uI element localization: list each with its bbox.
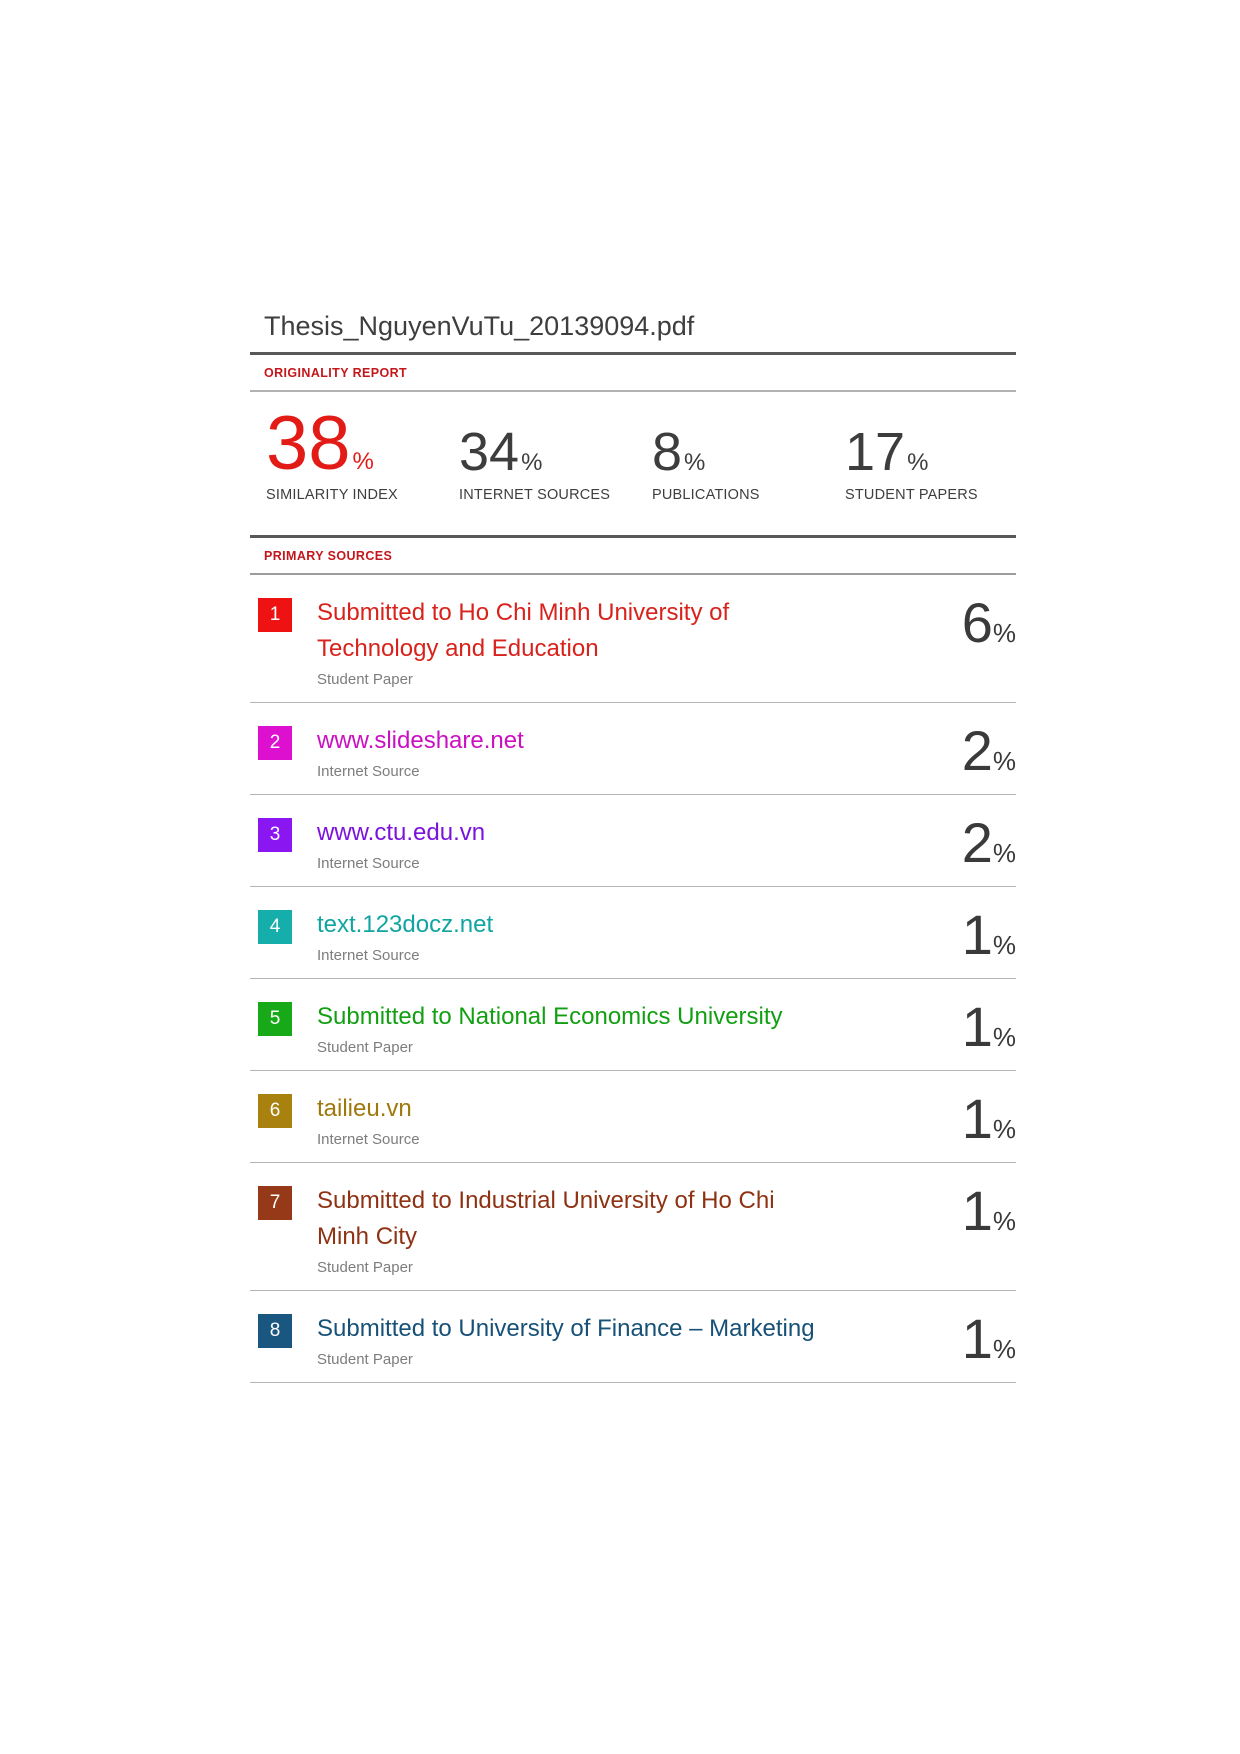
source-percent: 2% xyxy=(962,723,1016,779)
source-index: 8 xyxy=(269,1320,281,1342)
source-index: 4 xyxy=(269,916,281,938)
source-percent-value: 1 xyxy=(961,995,993,1059)
source-index-badge: 5 xyxy=(258,1002,292,1037)
source-title-link[interactable]: tailieu.vn xyxy=(317,1095,412,1123)
source-percent-value: 2 xyxy=(961,811,993,875)
source-type-label: Student Paper xyxy=(317,1351,413,1369)
source-index: 1 xyxy=(269,604,281,626)
source-index-badge: 6 xyxy=(258,1094,292,1129)
source-row: 8 Submitted to University of Finance – M… xyxy=(250,1291,1016,1384)
source-type-label: Internet Source xyxy=(317,947,420,965)
source-type-label: Internet Source xyxy=(317,1131,420,1149)
source-percent-value: 1 xyxy=(961,1307,993,1371)
stat-internet-sources: 34% INTERNET SOURCES xyxy=(459,425,652,504)
source-percent: 1% xyxy=(962,907,1016,963)
source-index: 2 xyxy=(269,732,281,754)
source-title-link[interactable]: text.123docz.net xyxy=(317,911,494,939)
source-index-badge: 1 xyxy=(258,598,292,633)
document-title: Thesis_NguyenVuTu_20139094.pdf xyxy=(264,311,695,341)
source-percent: 2% xyxy=(962,815,1016,871)
percent-sign: % xyxy=(992,838,1016,869)
source-percent-value: 1 xyxy=(961,1179,993,1243)
percent-sign: % xyxy=(992,1206,1016,1237)
document-title-bar: Thesis_NguyenVuTu_20139094.pdf xyxy=(250,311,1016,355)
source-index-badge: 4 xyxy=(258,910,292,945)
source-percent-value: 1 xyxy=(961,903,993,967)
source-index: 6 xyxy=(269,1100,281,1122)
source-percent: 6% xyxy=(962,595,1016,651)
source-index-badge: 3 xyxy=(258,818,292,853)
percent-sign: % xyxy=(684,449,706,477)
source-type-label: Student Paper xyxy=(317,1259,413,1277)
percent-sign: % xyxy=(907,449,929,477)
report-content: Thesis_NguyenVuTu_20139094.pdf ORIGINALI… xyxy=(250,311,1016,1384)
internet-sources-value: 34 xyxy=(459,422,520,483)
percent-sign: % xyxy=(521,449,543,477)
source-title-link[interactable]: www.ctu.edu.vn xyxy=(317,819,486,847)
percent-sign: % xyxy=(992,618,1016,649)
primary-sources-label: PRIMARY SOURCES xyxy=(264,549,393,564)
similarity-index-value: 38 xyxy=(266,400,351,486)
source-percent-value: 2 xyxy=(961,719,993,783)
originality-stats: 38% SIMILARITY INDEX 34% INTERNET SOURCE… xyxy=(250,392,1016,508)
primary-sources-section-bar: PRIMARY SOURCES xyxy=(250,535,1016,576)
internet-sources-label: INTERNET SOURCES xyxy=(459,487,611,504)
percent-sign: % xyxy=(992,1334,1016,1365)
source-title-link[interactable]: Submitted to University of Finance – Mar… xyxy=(317,1315,815,1343)
source-percent-value: 1 xyxy=(961,1087,993,1151)
percent-sign: % xyxy=(992,1022,1016,1053)
source-row: 7 Submitted to Industrial University of … xyxy=(250,1163,1016,1292)
source-type-label: Student Paper xyxy=(317,1039,413,1057)
originality-section-bar: ORIGINALITY REPORT xyxy=(250,355,1016,392)
originality-report-label: ORIGINALITY REPORT xyxy=(264,365,408,380)
source-row: 1 Submitted to Ho Chi Minh University of… xyxy=(250,575,1016,704)
source-index-badge: 8 xyxy=(258,1314,292,1349)
source-index: 7 xyxy=(269,1192,281,1214)
source-percent-value: 6 xyxy=(961,591,993,655)
student-papers-value: 17 xyxy=(845,422,906,483)
source-row: 5 Submitted to National Economics Univer… xyxy=(250,979,1016,1072)
source-percent: 1% xyxy=(962,1183,1016,1239)
percent-sign: % xyxy=(352,447,374,475)
percent-sign: % xyxy=(992,1114,1016,1145)
publications-label: PUBLICATIONS xyxy=(652,487,760,504)
source-percent: 1% xyxy=(962,1091,1016,1147)
source-index: 5 xyxy=(269,1008,281,1030)
source-type-label: Student Paper xyxy=(317,671,413,689)
source-percent: 1% xyxy=(962,999,1016,1055)
source-row: 2 www.slideshare.net Internet Source 2% xyxy=(250,703,1016,796)
source-title-link[interactable]: www.slideshare.net xyxy=(317,727,524,755)
source-title-link[interactable]: Submitted to Ho Chi Minh University of T… xyxy=(317,599,730,663)
primary-sources-list: 1 Submitted to Ho Chi Minh University of… xyxy=(250,575,1016,1384)
source-row: 4 text.123docz.net Internet Source 1% xyxy=(250,887,1016,980)
source-type-label: Internet Source xyxy=(317,763,420,781)
source-percent: 1% xyxy=(962,1311,1016,1367)
publications-value: 8 xyxy=(652,422,683,483)
stat-similarity-index: 38% SIMILARITY INDEX xyxy=(266,405,459,504)
percent-sign: % xyxy=(992,746,1016,777)
similarity-index-label: SIMILARITY INDEX xyxy=(266,487,398,504)
stat-student-papers: 17% STUDENT PAPERS xyxy=(845,425,978,504)
source-index-badge: 2 xyxy=(258,726,292,761)
source-type-label: Internet Source xyxy=(317,855,420,873)
source-index: 3 xyxy=(269,824,281,846)
source-index-badge: 7 xyxy=(258,1186,292,1221)
source-row: 3 www.ctu.edu.vn Internet Source 2% xyxy=(250,795,1016,888)
percent-sign: % xyxy=(992,930,1016,961)
source-title-link[interactable]: Submitted to Industrial University of Ho… xyxy=(317,1187,775,1251)
source-title-link[interactable]: Submitted to National Economics Universi… xyxy=(317,1003,783,1031)
source-row: 6 tailieu.vn Internet Source 1% xyxy=(250,1071,1016,1164)
student-papers-label: STUDENT PAPERS xyxy=(845,487,978,504)
stat-publications: 8% PUBLICATIONS xyxy=(652,425,845,504)
